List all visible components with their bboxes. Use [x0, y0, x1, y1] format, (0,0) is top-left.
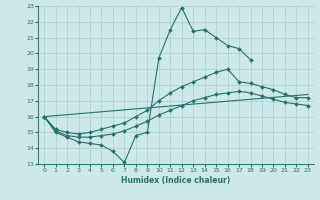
X-axis label: Humidex (Indice chaleur): Humidex (Indice chaleur): [121, 176, 231, 185]
